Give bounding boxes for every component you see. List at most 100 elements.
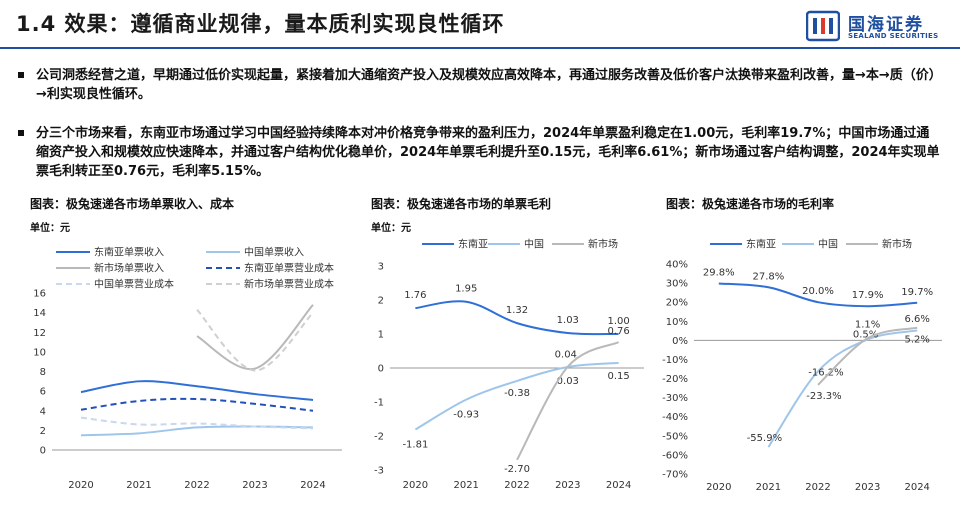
legend-label: 新市场 [882, 238, 912, 251]
data-label: 19.7% [901, 287, 933, 298]
bullet-1: 公司洞悉经营之道，早期通过低价实现起量，紧接着加大通缩资产投入及规模效应高效降本… [18, 66, 940, 104]
chart1-unit: 单位：元 [30, 223, 70, 234]
legend-label: 中国单票营业成本 [94, 278, 174, 291]
y-tick-label: 8 [40, 367, 46, 378]
data-label: 1.32 [506, 305, 528, 316]
series-line-3 [196, 304, 314, 370]
x-tick-label: 2024 [606, 480, 631, 491]
y-tick-label: 0 [378, 364, 384, 375]
x-tick-label: 2023 [555, 480, 580, 491]
data-label: 1.03 [557, 315, 579, 326]
data-label: 0.5% [853, 329, 878, 340]
y-tick-label: -70% [662, 470, 688, 481]
series-line-1 [415, 300, 619, 336]
y-tick-label: -30% [662, 393, 688, 404]
bullet-2: 分三个市场来看，东南亚市场通过学习中国经验持续降本对冲价格竞争带来的盈利压力，2… [18, 124, 940, 181]
series-line-5 [80, 416, 314, 430]
y-tick-label: -20% [662, 374, 688, 385]
data-label: -0.38 [504, 388, 530, 399]
data-label: 0.15 [607, 371, 629, 382]
series-line-4 [80, 397, 314, 412]
data-label: 1.1% [855, 319, 880, 330]
data-label: 20.0% [802, 286, 834, 297]
series-line-1 [718, 282, 918, 308]
data-label: 6.6% [904, 314, 929, 325]
bullet-icon [18, 130, 24, 136]
y-tick-label: -3 [374, 466, 384, 477]
data-label: 0.03 [557, 376, 579, 387]
x-tick-label: 2023 [855, 482, 880, 493]
legend-label: 东南亚单票收入 [94, 246, 164, 259]
y-tick-label: -40% [662, 412, 688, 423]
x-tick-label: 2020 [706, 482, 731, 493]
legend-label: 新市场单票营业成本 [244, 278, 334, 291]
data-label: 5.2% [904, 334, 929, 345]
x-tick-label: 2024 [904, 482, 929, 493]
data-label: 0.76 [607, 326, 629, 337]
bullet-text: 公司洞悉经营之道，早期通过低价实现起量，紧接着加大通缩资产投入及规模效应高效降本… [36, 68, 936, 102]
y-tick-label: 2 [378, 296, 384, 307]
legend-label: 新市场 [588, 238, 618, 251]
x-tick-label: 2021 [756, 482, 781, 493]
data-label: -16.2% [808, 367, 843, 378]
x-tick-label: 2023 [242, 480, 267, 491]
y-tick-label: 1 [378, 330, 384, 341]
legend-label: 新市场单票收入 [94, 262, 164, 275]
y-tick-label: 10 [33, 347, 46, 358]
legend-label: 中国单票收入 [244, 246, 304, 259]
data-label: 27.8% [753, 271, 785, 282]
x-tick-label: 2020 [68, 480, 93, 491]
x-tick-label: 2021 [453, 480, 478, 491]
company-logo: 国海证券 SEALAND SECURITIES [806, 9, 951, 43]
y-tick-label: -10% [662, 355, 688, 366]
series-line-2 [767, 329, 918, 448]
series-line-6 [196, 308, 314, 372]
header-rule [0, 47, 960, 49]
y-tick-label: -60% [662, 450, 688, 461]
data-label: 17.9% [852, 290, 884, 301]
y-tick-label: -50% [662, 431, 688, 442]
data-label: 1.95 [455, 284, 477, 295]
bullet-text: 分三个市场来看，东南亚市场通过学习中国经验持续降本对冲价格竞争带来的盈利压力，2… [36, 126, 940, 179]
series-line-3 [817, 326, 918, 386]
y-tick-label: 12 [33, 328, 46, 339]
y-tick-label: 20% [666, 298, 688, 309]
data-label: -23.3% [806, 391, 841, 402]
x-tick-label: 2022 [184, 480, 209, 491]
gross-margin-chart: -70% -60% -50% -40% -30% -20% -10% 0% 10% 20% 30% 4… [662, 238, 942, 493]
x-tick-label: 2020 [403, 480, 428, 491]
data-label: -0.93 [453, 410, 479, 421]
y-tick-label: -1 [374, 398, 384, 409]
y-tick-label: 30% [666, 279, 688, 290]
series-line-1 [80, 380, 314, 401]
bullet-icon [18, 72, 24, 78]
y-tick-label: 10% [666, 317, 688, 328]
x-tick-label: 2021 [126, 480, 151, 491]
data-label: -55.9% [747, 433, 782, 444]
y-tick-label: 0% [672, 336, 688, 347]
legend-label: 东南亚单票营业成本 [244, 262, 334, 275]
data-label: 1.00 [607, 316, 629, 327]
gross-profit-per-parcel-chart: -3 -2 -1 0 1 2 3 2020 2021 2022 2023 2024 1.76 1.95 1.… [374, 238, 644, 491]
y-tick-label: 6 [40, 387, 46, 398]
chart1-title: 图表：极兔速递各市场单票收入、成本 [30, 197, 235, 211]
revenue-cost-chart: 0 2 4 6 8 10 12 14 16 2020 2021 2022 2023 2024 东南亚单票收入… [33, 246, 342, 491]
series-line-2 [414, 361, 619, 431]
logo-english-name: SEALAND SECURITIES [848, 32, 939, 40]
y-tick-label: 3 [378, 262, 384, 273]
slide-header: 1.4 效果：遵循商业规律，量本质利实现良性循环 国海证券 SEALAND SE… [0, 0, 960, 49]
data-label: 29.8% [703, 267, 735, 278]
x-tick-label: 2024 [300, 480, 325, 491]
legend-label: 东南亚 [746, 238, 776, 251]
y-tick-label: 14 [33, 308, 46, 319]
y-tick-label: 40% [666, 260, 688, 271]
y-tick-label: 16 [33, 289, 46, 300]
legend-label: 中国 [524, 238, 544, 251]
legend-label: 中国 [818, 238, 838, 251]
logo-chinese-name: 国海证券 [848, 15, 924, 35]
y-tick-label: -2 [374, 432, 384, 443]
data-label: -1.81 [402, 440, 428, 451]
data-label: 1.76 [404, 290, 426, 301]
y-tick-label: 2 [40, 426, 46, 437]
chart3-title: 图表：极兔速递各市场的毛利率 [666, 197, 835, 211]
